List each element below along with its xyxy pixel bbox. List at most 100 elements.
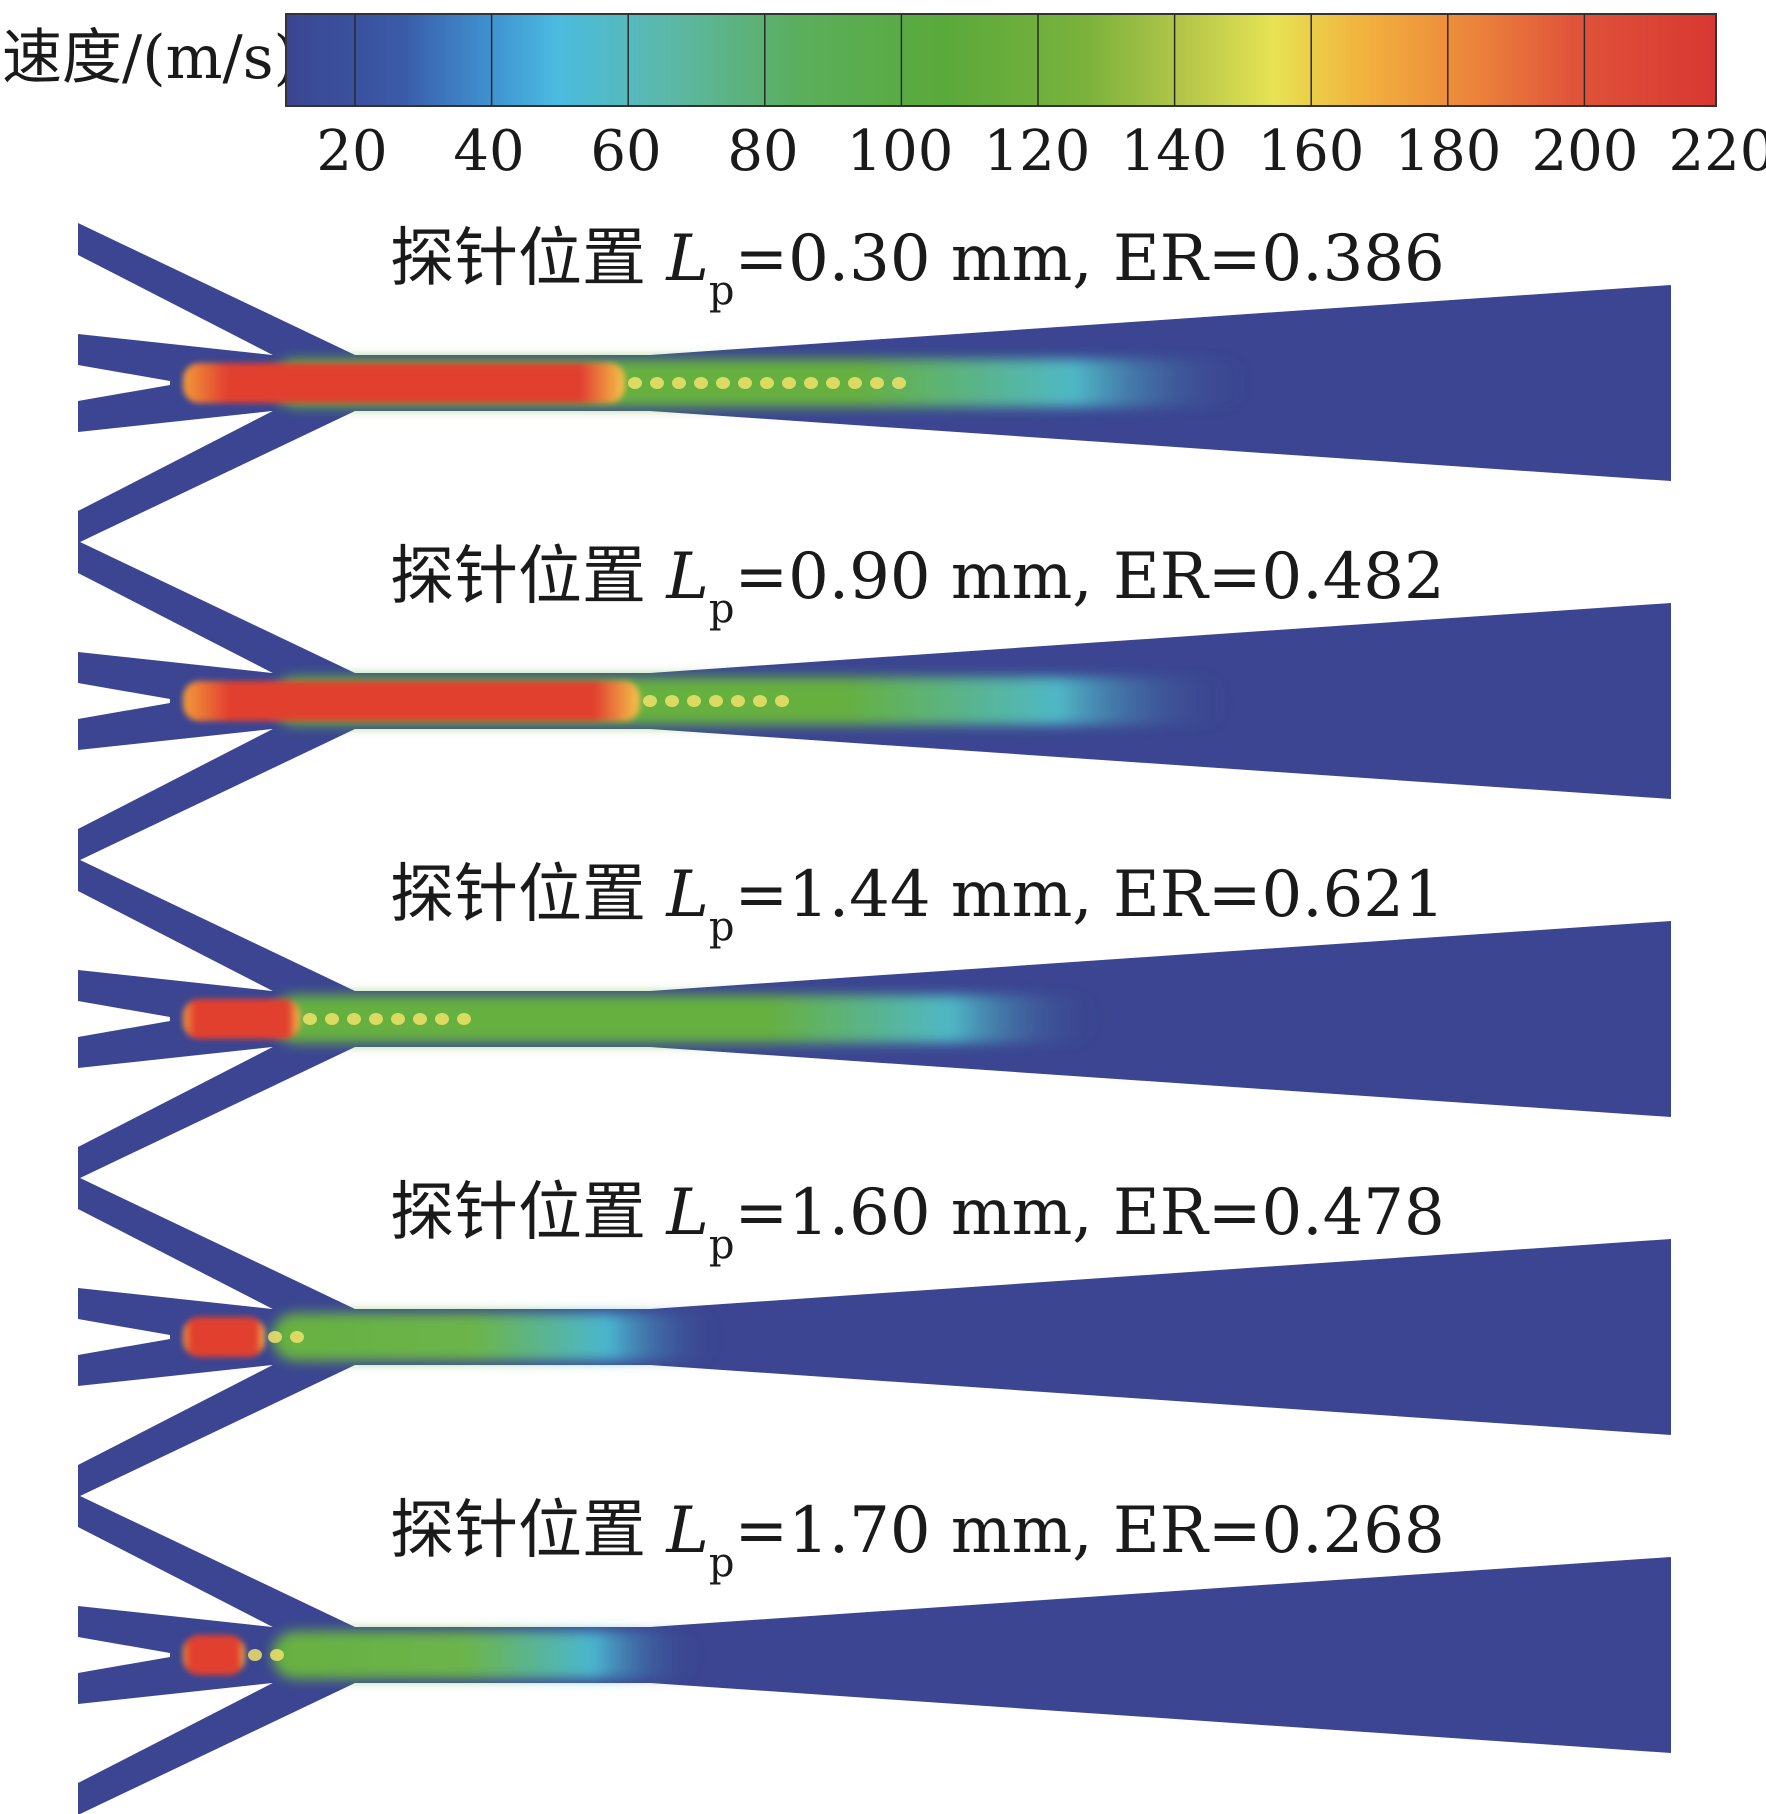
shock-cell: [709, 695, 723, 707]
panel-label-prefix: 探针位置: [390, 1494, 666, 1568]
shock-cell: [391, 1013, 405, 1025]
jet-core: [183, 1635, 245, 1675]
shock-cell: [672, 377, 686, 389]
lower-secondary-inlet: [78, 715, 355, 861]
panel-label: 探针位置 Lp=0.30 mm, ER=0.386: [390, 222, 1445, 314]
shock-cell: [369, 1013, 383, 1025]
shock-cell: [290, 1331, 304, 1343]
shock-cell: [650, 377, 664, 389]
colorbar-tick-label: 80: [727, 119, 798, 184]
upper-secondary-inlet: [78, 859, 355, 1005]
shock-cell: [268, 1331, 282, 1343]
shock-cell: [347, 1013, 361, 1025]
panel-label: 探针位置 Lp=0.90 mm, ER=0.482: [390, 540, 1445, 632]
panel-label-prefix: 探针位置: [390, 540, 666, 614]
jet-plume: [272, 1631, 700, 1679]
nozzle-panel: 探针位置 Lp=0.90 mm, ER=0.482: [78, 540, 1671, 861]
colorbar-tick-label: 100: [847, 119, 954, 184]
panel-label-value: =1.60 mm, ER=0.478: [734, 1176, 1444, 1250]
jet-plume: [272, 1313, 720, 1361]
shock-cell: [435, 1013, 449, 1025]
shock-cell: [325, 1013, 339, 1025]
shock-cell: [804, 377, 818, 389]
panel-label-subscript: p: [709, 1540, 735, 1586]
lower-secondary-inlet: [78, 1351, 355, 1497]
shock-cell: [628, 377, 642, 389]
jet-core: [183, 1317, 265, 1357]
panel-label-prefix: 探针位置: [390, 222, 666, 296]
upper-secondary-inlet: [78, 223, 355, 369]
shock-cell: [738, 377, 752, 389]
colorbar: 速度/(m/s) 20 40 60 80 100 120 140 160 180 200 220: [2, 13, 1766, 184]
lower-secondary-inlet: [78, 1669, 355, 1814]
nozzle-panel: 探针位置 Lp=1.60 mm, ER=0.478: [78, 1176, 1671, 1497]
shock-cell: [870, 377, 884, 389]
panel-label-value: =1.70 mm, ER=0.268: [734, 1494, 1444, 1568]
upper-secondary-inlet: [78, 1495, 355, 1641]
shock-cell: [826, 377, 840, 389]
shock-cell: [457, 1013, 471, 1025]
jet-plume: [272, 995, 1100, 1043]
panel-label-symbol: L: [665, 540, 709, 614]
colorbar-gradient: [285, 13, 1717, 107]
shock-cell: [775, 695, 789, 707]
shock-cell: [694, 377, 708, 389]
colorbar-title: 速度/(m/s): [2, 23, 297, 93]
jet-core: [183, 681, 640, 721]
mixing-tube-diffuser: [170, 1557, 1671, 1753]
colorbar-tick-label: 120: [984, 119, 1091, 184]
shock-cell: [731, 695, 745, 707]
panel-label-subscript: p: [709, 904, 735, 950]
colorbar-dividers: [354, 14, 1586, 106]
panel-label-subscript: p: [709, 586, 735, 632]
panel-label: 探针位置 Lp=1.60 mm, ER=0.478: [390, 1176, 1445, 1268]
colorbar-tick-label: 180: [1395, 119, 1502, 184]
panel-label-symbol: L: [665, 1494, 709, 1568]
upper-secondary-inlet: [78, 1177, 355, 1323]
shock-cell: [270, 1649, 284, 1661]
panel-label-subscript: p: [709, 268, 735, 314]
shock-cell: [782, 377, 796, 389]
colorbar-tick-label: 140: [1121, 119, 1228, 184]
colorbar-tick-label: 160: [1258, 119, 1365, 184]
panel-label-value: =0.90 mm, ER=0.482: [734, 540, 1444, 614]
panel-label-prefix: 探针位置: [390, 1176, 666, 1250]
shock-cell: [665, 695, 679, 707]
colorbar-tick-label: 60: [590, 119, 661, 184]
colorbar-ticks: 20 40 60 80 100 120 140 160 180 200 220: [316, 119, 1766, 184]
panel-label-prefix: 探针位置: [390, 858, 666, 932]
shock-cell: [643, 695, 657, 707]
panel-label: 探针位置 Lp=1.44 mm, ER=0.621: [390, 858, 1445, 950]
shock-cell: [687, 695, 701, 707]
panel-label-symbol: L: [665, 1176, 709, 1250]
colorbar-tick-label: 40: [453, 119, 524, 184]
shock-cell: [716, 377, 730, 389]
colorbar-tick-label: 20: [316, 119, 387, 184]
panel-label-symbol: L: [665, 222, 709, 296]
colorbar-tick-label: 220: [1669, 119, 1766, 184]
jet-core: [183, 363, 625, 403]
mixing-tube-diffuser: [170, 1239, 1671, 1435]
colorbar-tick-label: 200: [1532, 119, 1639, 184]
upper-secondary-inlet: [78, 541, 355, 687]
panel-label-symbol: L: [665, 858, 709, 932]
jet-core: [183, 999, 300, 1039]
panel-label-value: =0.30 mm, ER=0.386: [734, 222, 1444, 296]
lower-secondary-inlet: [78, 1033, 355, 1179]
shock-cell: [413, 1013, 427, 1025]
panel-label-value: =1.44 mm, ER=0.621: [734, 858, 1444, 932]
lower-secondary-inlet: [78, 397, 355, 543]
nozzle-panel: 探针位置 Lp=1.70 mm, ER=0.268: [78, 1494, 1671, 1814]
shock-cell: [760, 377, 774, 389]
panel-label-subscript: p: [709, 1222, 735, 1268]
panel-label: 探针位置 Lp=1.70 mm, ER=0.268: [390, 1494, 1445, 1586]
nozzle-panel: 探针位置 Lp=1.44 mm, ER=0.621: [78, 858, 1671, 1179]
shock-cell: [892, 377, 906, 389]
shock-cell: [248, 1649, 262, 1661]
nozzle-panel: 探针位置 Lp=0.30 mm, ER=0.386: [78, 222, 1671, 543]
shock-cell: [848, 377, 862, 389]
shock-cell: [303, 1013, 317, 1025]
shock-cell: [753, 695, 767, 707]
